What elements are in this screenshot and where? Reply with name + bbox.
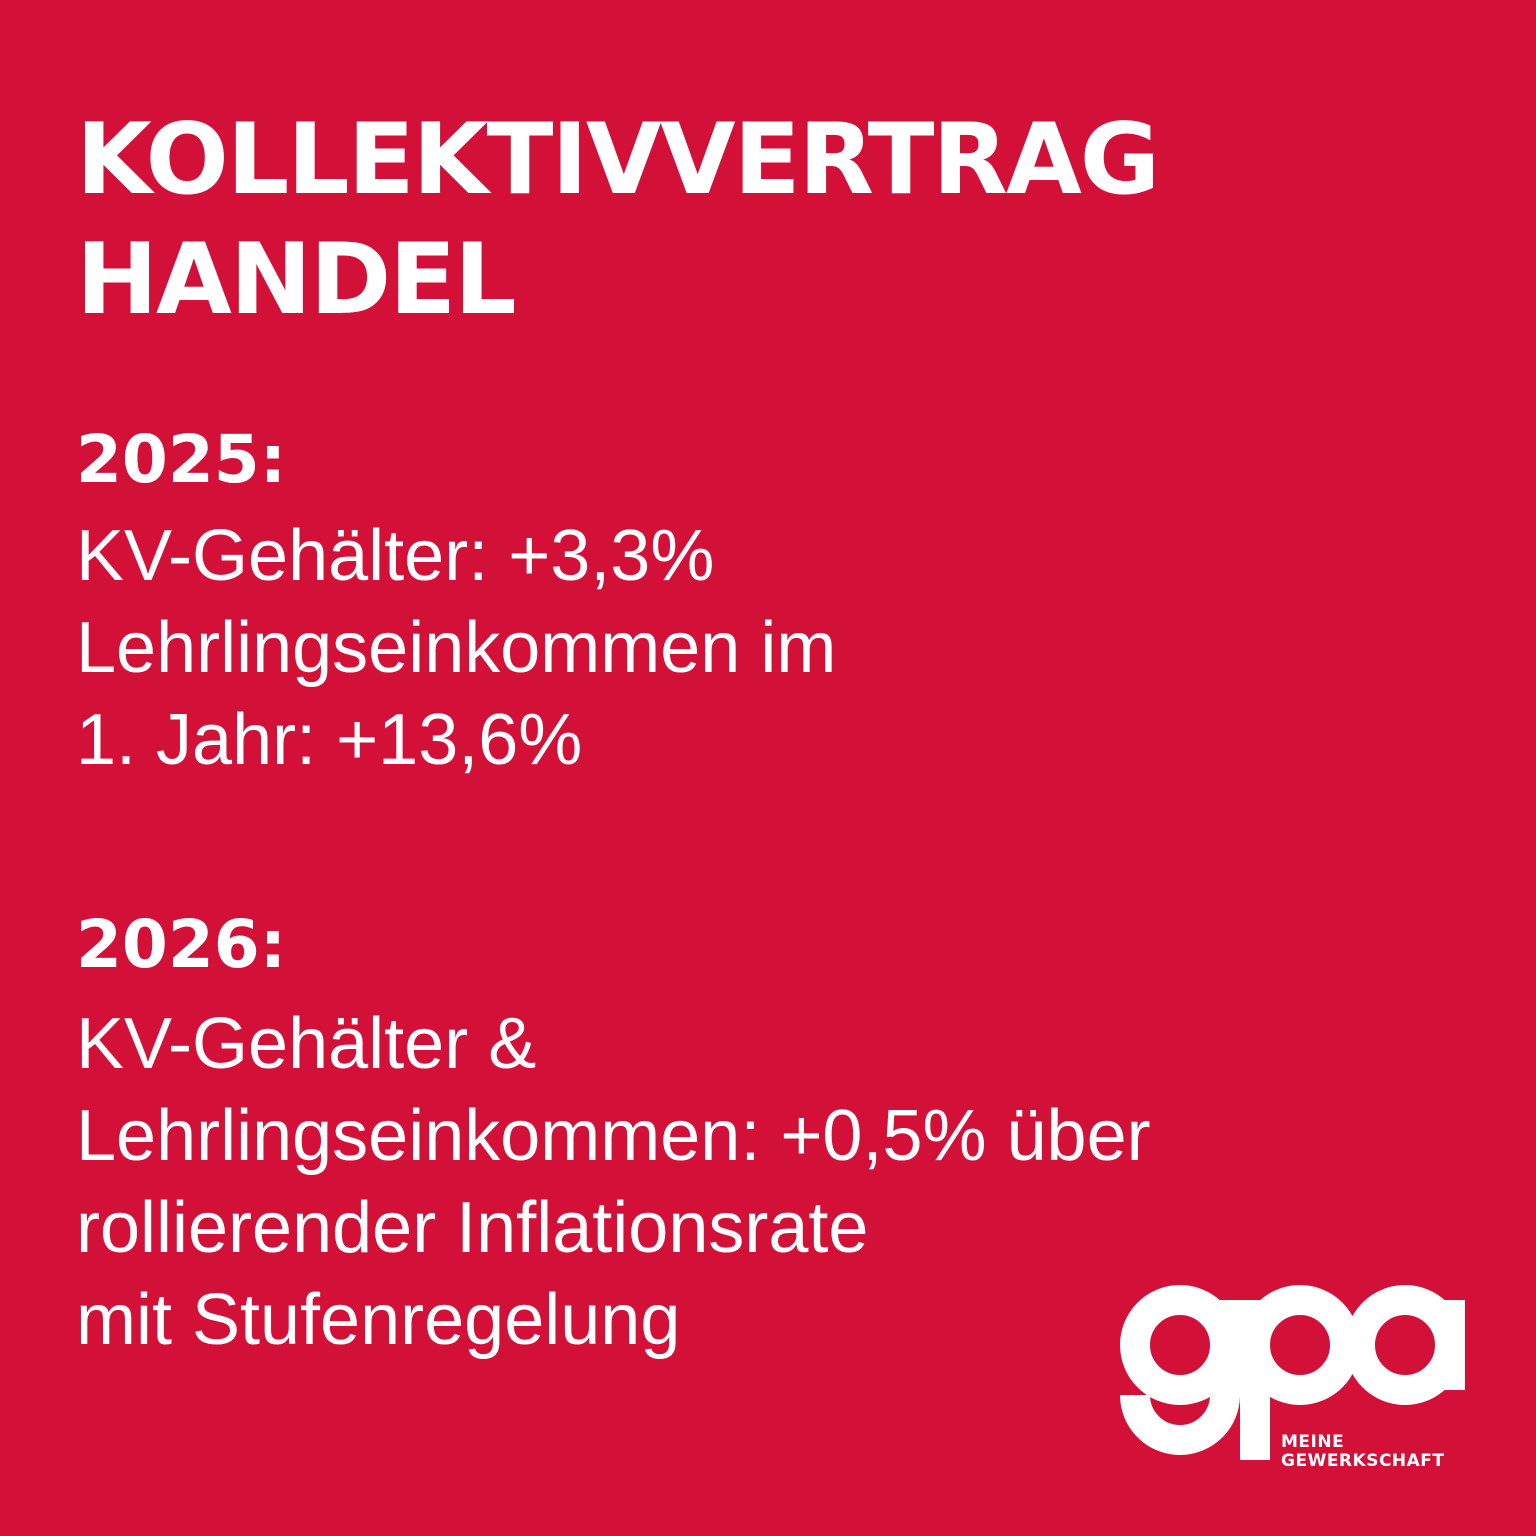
logo-tagline: MEINE GEWERKSCHAFT [1281,1433,1445,1471]
year-heading-2025: 2025: [76,421,287,498]
text-line-2025-first-year: 1. Jahr: +13,6% [76,700,583,780]
year-heading-2026: 2026: [76,906,287,983]
logo-tagline-line-1: MEINE [1281,1432,1345,1452]
text-line-2025-salaries: KV-Gehälter: +3,3% [76,516,715,596]
text-line-2026-apprentice: Lehrlingseinkommen: +0,5% über [76,1096,1151,1176]
text-line-2026-inflation: rollierender Inflationsrate [76,1188,869,1268]
headline-line-1: KOLLEKTIVVERTRAG [76,103,1160,217]
gpa-logo: MEINE GEWERKSCHAFT [1115,1285,1475,1485]
headline-line-2: HANDEL [76,223,517,337]
gpa-logo-mark [1120,1285,1465,1460]
text-line-2026-steps: mit Stufenregelung [76,1280,681,1360]
headline: KOLLEKTIVVERTRAG HANDEL [76,100,1160,340]
text-line-2025-apprentice: Lehrlingseinkommen im [76,608,837,688]
text-line-2026-salaries: KV-Gehälter & [76,1004,537,1084]
logo-tagline-line-2: GEWERKSCHAFT [1281,1451,1445,1471]
